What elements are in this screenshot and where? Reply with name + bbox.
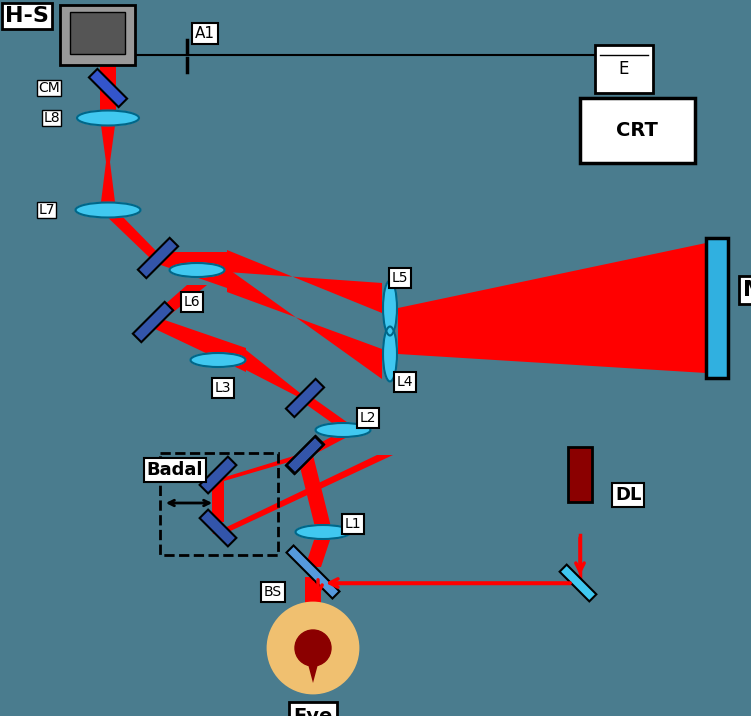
Polygon shape	[100, 88, 116, 118]
Polygon shape	[297, 455, 331, 527]
Text: L1: L1	[345, 517, 361, 531]
Text: L7: L7	[38, 203, 55, 217]
Polygon shape	[227, 268, 382, 379]
Polygon shape	[286, 546, 339, 599]
Polygon shape	[559, 565, 596, 601]
Polygon shape	[200, 457, 237, 493]
Polygon shape	[133, 302, 173, 342]
Text: L4: L4	[397, 375, 413, 389]
Polygon shape	[212, 481, 224, 522]
Polygon shape	[398, 243, 706, 373]
Polygon shape	[89, 69, 127, 107]
Bar	[60, 5, 135, 65]
Text: E: E	[619, 60, 629, 78]
Bar	[70, 12, 125, 54]
Polygon shape	[200, 510, 237, 546]
Ellipse shape	[383, 326, 397, 382]
Bar	[595, 45, 653, 93]
Circle shape	[295, 630, 331, 666]
Polygon shape	[100, 118, 116, 162]
Text: CRT: CRT	[616, 120, 658, 140]
Polygon shape	[305, 537, 331, 567]
Polygon shape	[100, 210, 163, 258]
Polygon shape	[227, 250, 382, 313]
Polygon shape	[301, 638, 325, 683]
Polygon shape	[100, 162, 116, 210]
Text: L8: L8	[44, 111, 60, 125]
Text: H-S: H-S	[5, 6, 49, 26]
Text: Eye: Eye	[294, 707, 333, 716]
Text: L6: L6	[184, 295, 201, 309]
Polygon shape	[153, 316, 246, 372]
Ellipse shape	[383, 281, 397, 336]
Polygon shape	[286, 379, 324, 417]
Polygon shape	[287, 437, 324, 473]
Polygon shape	[212, 455, 313, 481]
Polygon shape	[212, 455, 393, 534]
Text: L2: L2	[360, 411, 376, 425]
Bar	[706, 238, 728, 378]
Polygon shape	[138, 238, 178, 278]
Text: BS: BS	[264, 585, 282, 599]
Polygon shape	[145, 285, 207, 322]
Polygon shape	[297, 435, 351, 455]
Text: L3: L3	[215, 381, 231, 395]
Text: CM: CM	[38, 81, 60, 95]
Text: MDM: MDM	[743, 280, 751, 300]
Ellipse shape	[77, 110, 139, 125]
Ellipse shape	[76, 203, 140, 218]
Ellipse shape	[191, 353, 246, 367]
Ellipse shape	[170, 263, 225, 277]
Polygon shape	[158, 252, 227, 288]
Text: Badal: Badal	[146, 461, 204, 479]
Circle shape	[268, 603, 358, 693]
Bar	[160, 453, 278, 555]
Polygon shape	[246, 350, 310, 403]
Bar	[580, 98, 695, 163]
Ellipse shape	[315, 423, 370, 437]
Text: L5: L5	[392, 271, 409, 285]
Polygon shape	[297, 398, 351, 425]
Text: DL: DL	[615, 486, 641, 504]
Ellipse shape	[295, 525, 351, 539]
Polygon shape	[286, 436, 324, 474]
Text: A1: A1	[195, 26, 215, 41]
Polygon shape	[305, 577, 321, 608]
Polygon shape	[100, 30, 116, 88]
Bar	[568, 447, 592, 502]
